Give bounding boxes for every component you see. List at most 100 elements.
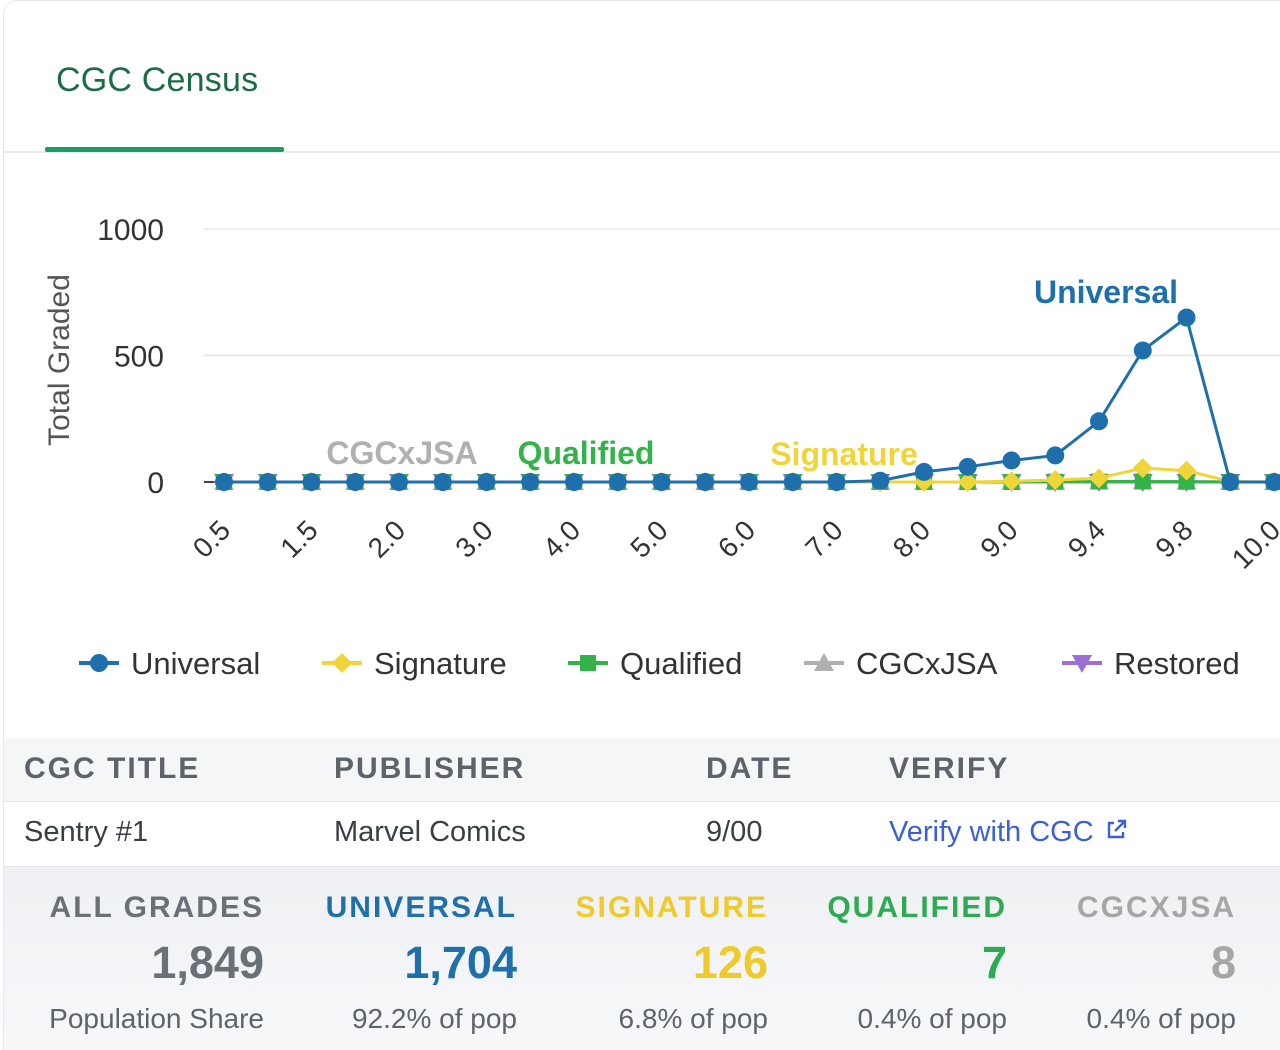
y-axis-title: Total Graded [43,274,76,446]
data-point [1176,460,1197,481]
stat-label: QUALIFIED [827,891,1007,924]
x-tick-label: 3.0 [449,514,498,563]
stat-label: CGCXJSA [1076,891,1236,924]
stat-value: 126 [692,937,768,988]
legend-marker [90,654,108,672]
x-tick-label: 0.5 [187,514,236,563]
legend-item-cgcxjsa: CGCxJSA [804,646,998,681]
tab-cgc-census[interactable]: CGC Census [45,1,284,152]
stat-signature: SIGNATURE 126 6.8% of pop [508,867,768,1050]
cell-title: Sentry #1 [24,816,149,848]
stat-cgcxjsa: CGCXJSA 8 0.4% of pop [976,867,1236,1050]
data-point [1090,412,1108,431]
data-point [1265,473,1280,491]
data-point [783,473,802,491]
legend-item-restored: Restored [1062,646,1240,681]
stat-label: SIGNATURE [575,891,768,924]
y-tick-label: 0 [147,467,164,500]
legend-label: Universal [131,646,260,681]
census-line-chart: 0 500 1000 Total Graded 0.5 1.5 2.0 3.0 4.0 5.0 6.… [43,214,1280,681]
series-annotation: Qualified [518,435,655,471]
legend-label: Qualified [620,646,742,681]
data-point [740,473,758,491]
x-tick-label: 5.0 [624,514,673,563]
x-tick-label: 9.4 [1062,514,1111,563]
y-tick-label: 500 [114,341,164,374]
legend-marker [580,655,596,671]
series-annotation: CGCxJSA [326,435,477,471]
data-point [1221,473,1240,491]
x-tick-label: 10.0 [1226,514,1280,574]
stat-share: Population Share [49,1003,264,1034]
external-link-icon [1104,817,1128,850]
x-tick-label: 4.0 [537,514,586,563]
data-point [433,473,452,491]
data-point [1134,473,1151,490]
x-tick-label: 2.0 [362,514,411,563]
legend-label: CGCxJSA [856,646,998,681]
stat-all-grades: ALL GRADES 1,849 Population Share [4,867,264,1050]
cell-publisher: Marvel Comics [334,816,526,848]
legend-item-qualified: Qualified [568,646,742,681]
data-point [1089,468,1109,489]
col-header-date: DATE [706,752,794,785]
series-annotation: Universal [1034,274,1178,310]
legend-item-signature: Signature [322,646,507,681]
series-universal [215,308,1280,491]
stat-value: 1,849 [151,937,264,988]
table-header-row: CGC TITLE PUBLISHER DATE VERIFY [4,738,1280,802]
stat-label: ALL GRADES [49,891,264,924]
stat-qualified: QUALIFIED 7 0.4% of pop [747,867,1007,1050]
legend-label: Signature [374,646,507,681]
verify-link-label: Verify with CGC [889,816,1094,848]
verify-with-cgc-link[interactable]: Verify with CGC [889,816,1128,850]
data-point [827,473,846,491]
data-point [1001,471,1022,492]
data-point [1177,308,1196,327]
cgc-census-card: CGC Census 0 500 1000 Total Graded 0.5 1.5 2.0… [3,0,1280,1050]
data-point [1002,451,1021,470]
stat-label: UNIVERSAL [325,891,517,924]
x-tick-label: 8.0 [887,514,936,563]
cell-date: 9/00 [706,816,763,848]
population-stats: ALL GRADES 1,849 Population Share UNIVER… [4,867,1280,1050]
data-point [390,473,408,491]
stat-value: 1,704 [404,937,517,988]
data-point [696,473,715,491]
data-point [871,471,890,490]
x-tick-label: 7.0 [799,514,848,563]
legend-marker [814,653,834,671]
stat-value: 7 [981,937,1007,988]
col-header-title: CGC TITLE [24,752,201,785]
col-header-publisher: PUBLISHER [334,752,526,785]
col-header-verify: VERIFY [889,752,1010,785]
series-annotation: Signature [770,436,918,472]
stat-share: 6.8% of pop [618,1003,768,1034]
data-point [521,473,540,491]
data-point [477,473,496,491]
data-point [346,473,365,491]
data-point [1178,473,1195,490]
tab-cgc-census-label: CGC Census [56,61,259,99]
legend-marker [332,653,352,673]
data-point [565,473,583,491]
data-point [957,472,978,492]
stat-value: 8 [1210,937,1236,988]
data-point [608,473,627,491]
stat-share: 0.4% of pop [1086,1003,1236,1034]
x-tick-label: 6.0 [712,514,761,563]
data-point [1046,446,1065,465]
data-point [1045,469,1066,490]
legend-item-universal: Universal [79,646,260,681]
data-point [915,462,933,481]
data-point [258,473,277,491]
data-point [1133,341,1152,360]
data-point [302,473,321,491]
data-point [958,457,977,476]
x-tick-label: 9.8 [1149,514,1198,563]
stat-universal: UNIVERSAL 1,704 92.2% of pop [257,867,517,1050]
x-tick-label: 9.0 [974,514,1023,563]
stat-share: 0.4% of pop [857,1003,1007,1034]
active-tab-indicator [45,147,284,152]
legend-marker [1072,655,1092,673]
